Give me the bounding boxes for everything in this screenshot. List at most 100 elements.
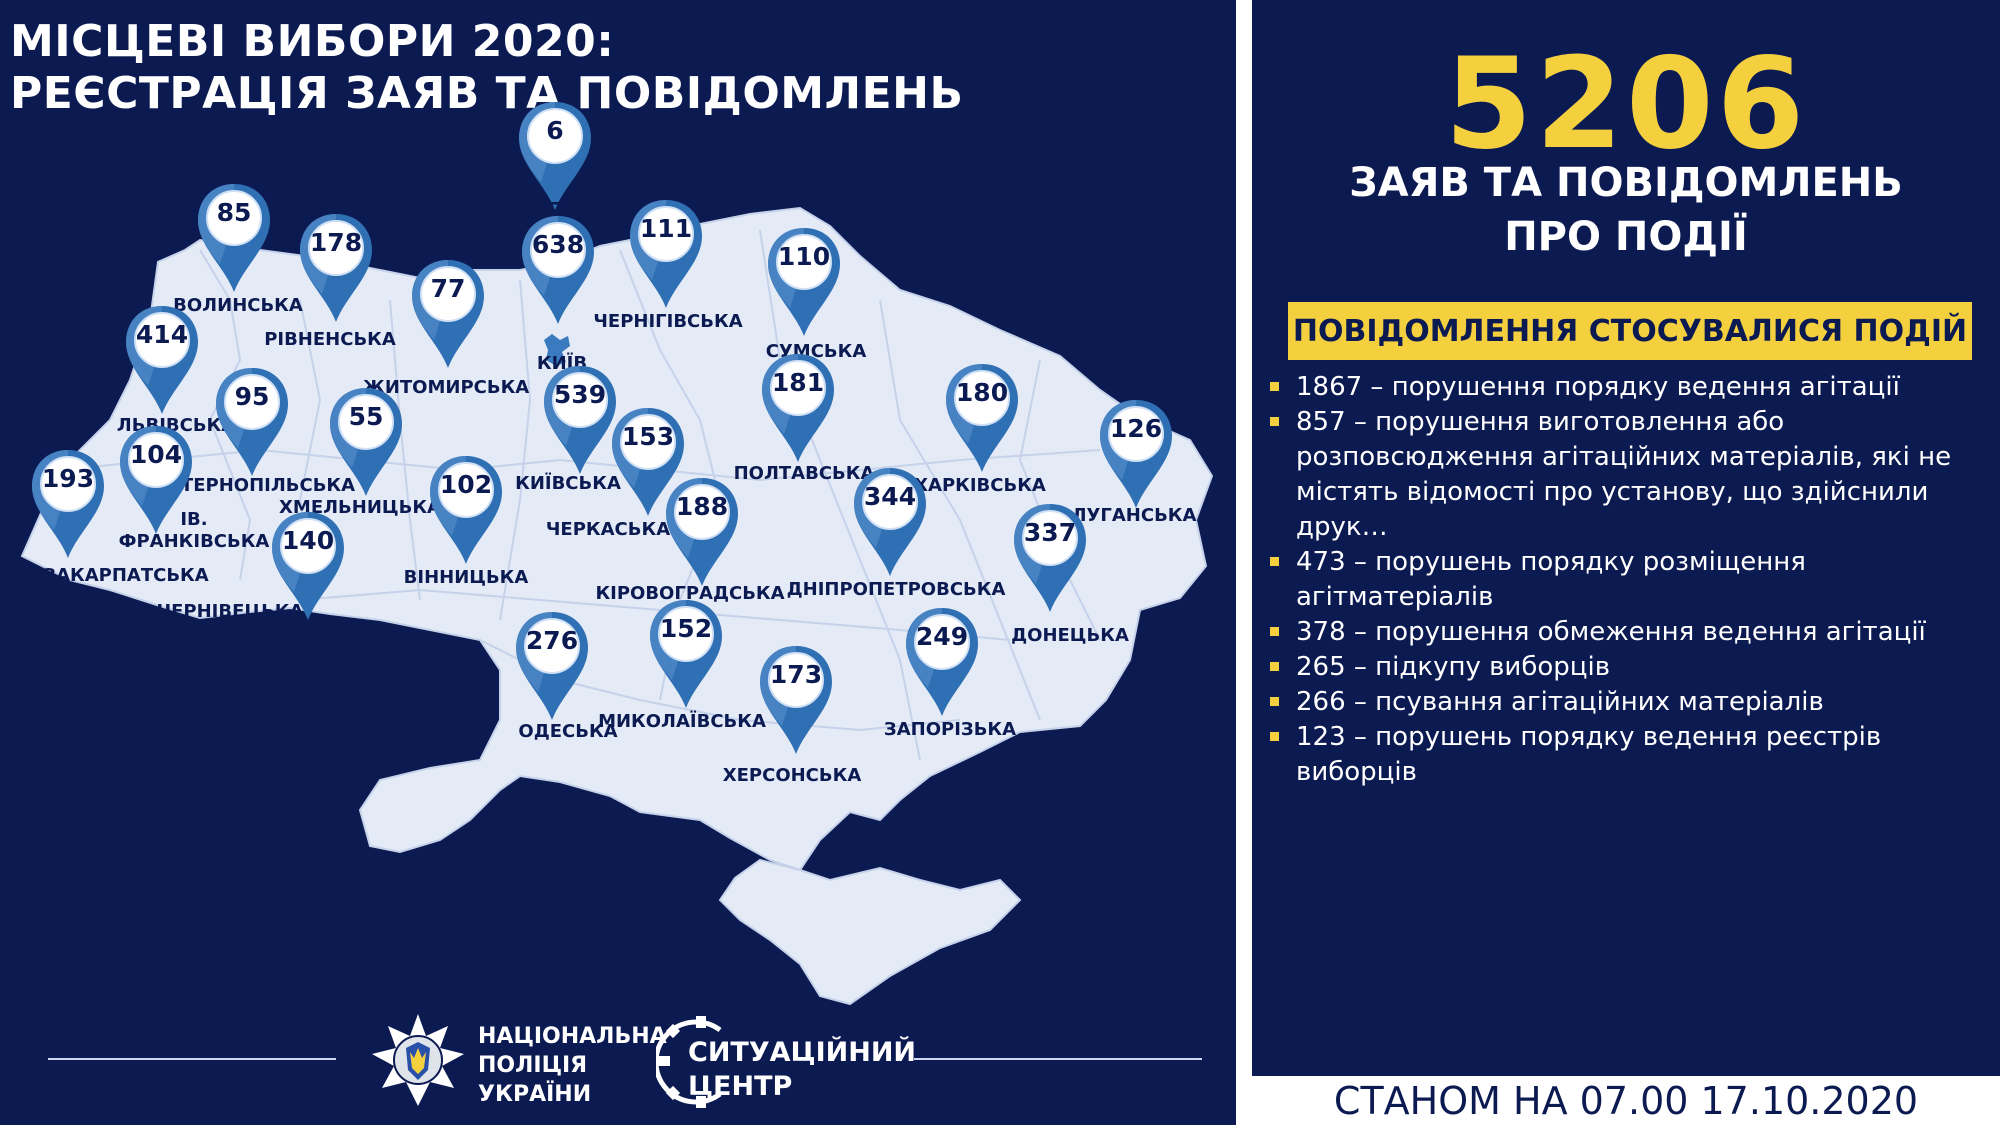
map-pin-rivnenska: 178 xyxy=(296,210,376,328)
region-label-zakarpatska: ЗАКАРПАТСЬКА xyxy=(43,565,209,586)
bullet-icon xyxy=(1270,382,1279,391)
bullet-icon xyxy=(1270,417,1279,426)
event-item: 378 – порушення обмеження ведення агітац… xyxy=(1268,615,1958,650)
pin-value: 111 xyxy=(639,214,693,243)
event-count: 266 xyxy=(1296,687,1346,717)
pin-value: 539 xyxy=(553,380,607,409)
event-item: 1867 – порушення порядку ведення агітаці… xyxy=(1268,370,1958,405)
event-count: 857 xyxy=(1296,407,1346,437)
pin-value: 180 xyxy=(955,378,1009,407)
event-text: – псування агітаційних матеріалів xyxy=(1345,687,1824,717)
region-label-khersonska: ХЕРСОНСЬКА xyxy=(722,765,862,786)
event-count: 378 xyxy=(1296,617,1346,647)
region-label-chernivetska: ЧЕРНІВЕЦЬКА xyxy=(156,601,304,622)
event-item: 473 – порушень порядку розміщення агітма… xyxy=(1268,545,1958,615)
map-pin-icon xyxy=(522,216,594,324)
map-pin-icon xyxy=(612,408,684,516)
map-pin-icon xyxy=(854,468,926,576)
map-pin-vinnytska: 102 xyxy=(426,452,506,570)
total-count: 5206 xyxy=(1444,30,1808,177)
pin-value: 414 xyxy=(135,320,189,349)
event-text: – порушень порядку ведення реєстрів вибо… xyxy=(1296,722,1882,787)
map-pin-icon xyxy=(762,354,834,462)
map-pin-lvivska: 414 xyxy=(122,302,202,420)
summary-panel xyxy=(1252,0,2000,1076)
map-pin-icon xyxy=(906,608,978,716)
map-pin-icon xyxy=(330,388,402,496)
police-name-line-1: НАЦІОНАЛЬНА xyxy=(478,1024,667,1049)
pin-value: 173 xyxy=(769,660,823,689)
map-pin-kharkivska: 180 xyxy=(942,360,1022,478)
bullet-icon xyxy=(1270,732,1279,741)
footer-divider-left xyxy=(48,1058,336,1060)
pin-value: 102 xyxy=(439,470,493,499)
map-pin-luhanska: 126 xyxy=(1096,396,1176,514)
region-label-ternopilska: ТЕРНОПІЛЬСЬКА xyxy=(180,475,356,496)
region-label-odeska: ОДЕСЬКА xyxy=(518,721,618,742)
region-label-vinnytska: ВІННИЦЬКА xyxy=(403,567,529,588)
region-label-poltavska: ПОЛТАВСЬКА xyxy=(733,463,875,484)
situation-center-line-2: ЦЕНТР xyxy=(688,1071,793,1102)
event-item: 857 – порушення виготовлення або розповс… xyxy=(1268,405,1958,545)
map-pin-icon xyxy=(126,306,198,414)
map-pin-icon xyxy=(32,450,104,558)
pin-value: 152 xyxy=(659,614,713,643)
map-pin-sumska: 110 xyxy=(764,224,844,342)
police-star-emblem-icon xyxy=(372,1014,464,1106)
pin-value: 193 xyxy=(41,464,95,493)
map-pin-dnipropetrovska: 344 xyxy=(850,464,930,582)
region-label-volynska: ВОЛИНСЬКА xyxy=(173,295,303,316)
pin-value: 126 xyxy=(1109,414,1163,443)
region-label-donetska: ДОНЕЦЬКА xyxy=(1011,625,1129,646)
pin-value: 638 xyxy=(531,230,585,259)
pin-value: 95 xyxy=(234,382,270,411)
page-title-line-1: МІСЦЕВІ ВИБОРИ 2020: xyxy=(10,16,615,67)
kyiv-city-shape xyxy=(544,334,570,366)
pin-value: 276 xyxy=(525,626,579,655)
gear-icon xyxy=(656,1016,722,1108)
pin-value: 85 xyxy=(216,198,252,227)
map-pin-kirovohradska: 188 xyxy=(662,474,742,592)
map-pin-zhytomyrska: 77 xyxy=(408,256,488,374)
region-label-luhanska: ЛУГАНСЬКА xyxy=(1071,505,1197,526)
map-pin-icon xyxy=(412,260,484,368)
as-of-date: СТАНОМ НА 07.00 17.10.2020 xyxy=(1333,1079,1919,1123)
region-label-kirovohradska: КІРОВОГРАДСЬКА xyxy=(595,583,785,604)
event-text: – підкупу виборців xyxy=(1345,652,1611,682)
map-pin-zaporizka: 249 xyxy=(902,604,982,722)
region-label-kharkivska: ХАРКІВСЬКА xyxy=(914,475,1046,496)
crimea-shape xyxy=(718,858,1022,1006)
pin-value: 104 xyxy=(129,440,183,469)
map-pin-chernivetska: 140 xyxy=(268,508,348,626)
map-pin-odeska: 276 xyxy=(512,608,592,726)
events-banner: ПОВІДОМЛЕННЯ СТОСУВАЛИСЯ ПОДІЙ xyxy=(1288,302,1972,360)
map-pin-ternopilska: 95 xyxy=(212,364,292,482)
region-label-dnipropetrovska: ДНІПРОПЕТРОВСЬКА xyxy=(786,579,1006,600)
pin-value: 140 xyxy=(281,526,335,555)
pin-value: 153 xyxy=(621,422,675,451)
total-caption-line-2: ПРО ПОДІЇ xyxy=(1504,214,1748,260)
map-pin-icon xyxy=(198,184,270,292)
situation-center-name: СИТУАЦІЙНИЙ ЦЕНТР xyxy=(688,1036,916,1104)
page-title-line-2: РЕЄСТРАЦІЯ ЗАЯВ ТА ПОВІДОМЛЕНЬ xyxy=(10,68,964,119)
region-label-npu: НПУ xyxy=(532,199,578,220)
pin-value: 178 xyxy=(309,228,363,257)
map-pin-icon xyxy=(519,102,591,210)
mainland-shape xyxy=(20,206,1214,872)
bullet-icon xyxy=(1270,662,1279,671)
region-label-cherkaska: ЧЕРКАСЬКА xyxy=(545,519,671,540)
pin-value: 337 xyxy=(1023,518,1077,547)
map-pin-icon xyxy=(650,600,722,708)
map-pin-donetska: 337 xyxy=(1010,500,1090,618)
situation-center-line-1: СИТУАЦІЙНИЙ xyxy=(688,1037,917,1068)
bullet-icon xyxy=(1270,697,1279,706)
map-pin-volynska: 85 xyxy=(194,180,274,298)
map-pin-cherkaska: 153 xyxy=(608,404,688,522)
event-count: 265 xyxy=(1296,652,1346,682)
pin-value: 181 xyxy=(771,368,825,397)
region-label-zhytomyrska: ЖИТОМИРСЬКА xyxy=(362,377,530,398)
event-text: – порушення виготовлення або розповсюдже… xyxy=(1296,407,1952,542)
total-caption-line-1: ЗАЯВ ТА ПОВІДОМЛЕНЬ xyxy=(1349,160,1903,206)
map-pin-icon xyxy=(272,512,344,620)
region-label-khmelnytska: ХМЕЛЬНИЦЬКА xyxy=(279,497,441,518)
